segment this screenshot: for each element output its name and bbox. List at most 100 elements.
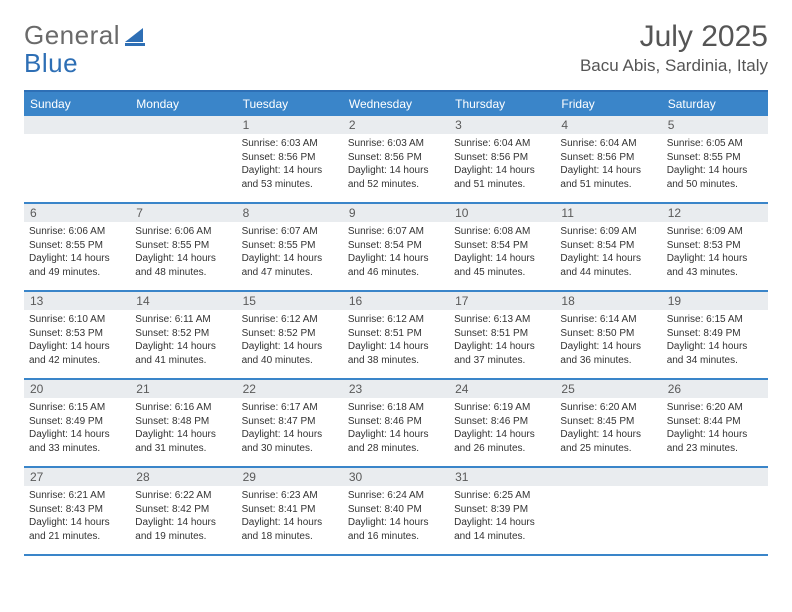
day-number: 3	[449, 116, 555, 134]
sunset-text: Sunset: 8:51 PM	[348, 327, 444, 341]
day-body: Sunrise: 6:23 AMSunset: 8:41 PMDaylight:…	[237, 486, 343, 548]
day-cell: 31Sunrise: 6:25 AMSunset: 8:39 PMDayligh…	[449, 468, 555, 554]
sunrise-text: Sunrise: 6:04 AM	[454, 137, 550, 151]
day-body: Sunrise: 6:25 AMSunset: 8:39 PMDaylight:…	[449, 486, 555, 548]
week-row: 27Sunrise: 6:21 AMSunset: 8:43 PMDayligh…	[24, 468, 768, 556]
sunset-text: Sunset: 8:52 PM	[135, 327, 231, 341]
daylight-text: Daylight: 14 hours and 51 minutes.	[454, 164, 550, 191]
day-cell: 14Sunrise: 6:11 AMSunset: 8:52 PMDayligh…	[130, 292, 236, 378]
day-cell: 26Sunrise: 6:20 AMSunset: 8:44 PMDayligh…	[662, 380, 768, 466]
day-number: 27	[24, 468, 130, 486]
day-body: Sunrise: 6:15 AMSunset: 8:49 PMDaylight:…	[24, 398, 130, 460]
sunset-text: Sunset: 8:55 PM	[667, 151, 763, 165]
day-number: 23	[343, 380, 449, 398]
sunrise-text: Sunrise: 6:11 AM	[135, 313, 231, 327]
dow-header: Sunday Monday Tuesday Wednesday Thursday…	[24, 92, 768, 116]
sunrise-text: Sunrise: 6:10 AM	[29, 313, 125, 327]
daylight-text: Daylight: 14 hours and 31 minutes.	[135, 428, 231, 455]
day-number: 24	[449, 380, 555, 398]
daylight-text: Daylight: 14 hours and 19 minutes.	[135, 516, 231, 543]
header: General July 2025 Bacu Abis, Sardinia, I…	[24, 20, 768, 76]
daylight-text: Daylight: 14 hours and 52 minutes.	[348, 164, 444, 191]
day-number: 4	[555, 116, 661, 134]
day-cell: 25Sunrise: 6:20 AMSunset: 8:45 PMDayligh…	[555, 380, 661, 466]
calendar-page: General July 2025 Bacu Abis, Sardinia, I…	[0, 0, 792, 612]
day-body: Sunrise: 6:18 AMSunset: 8:46 PMDaylight:…	[343, 398, 449, 460]
day-number: 22	[237, 380, 343, 398]
day-number: 31	[449, 468, 555, 486]
sunset-text: Sunset: 8:54 PM	[348, 239, 444, 253]
week-row: ..1Sunrise: 6:03 AMSunset: 8:56 PMDaylig…	[24, 116, 768, 204]
day-body: Sunrise: 6:20 AMSunset: 8:45 PMDaylight:…	[555, 398, 661, 460]
daylight-text: Daylight: 14 hours and 43 minutes.	[667, 252, 763, 279]
day-body: Sunrise: 6:06 AMSunset: 8:55 PMDaylight:…	[24, 222, 130, 284]
day-number: 25	[555, 380, 661, 398]
day-cell: 19Sunrise: 6:15 AMSunset: 8:49 PMDayligh…	[662, 292, 768, 378]
day-cell: 9Sunrise: 6:07 AMSunset: 8:54 PMDaylight…	[343, 204, 449, 290]
daylight-text: Daylight: 14 hours and 46 minutes.	[348, 252, 444, 279]
day-number: .	[24, 116, 130, 134]
sunrise-text: Sunrise: 6:15 AM	[667, 313, 763, 327]
day-body: Sunrise: 6:04 AMSunset: 8:56 PMDaylight:…	[449, 134, 555, 196]
day-number: 7	[130, 204, 236, 222]
day-number: 9	[343, 204, 449, 222]
day-cell: 28Sunrise: 6:22 AMSunset: 8:42 PMDayligh…	[130, 468, 236, 554]
sunrise-text: Sunrise: 6:17 AM	[242, 401, 338, 415]
sunrise-text: Sunrise: 6:04 AM	[560, 137, 656, 151]
day-cell: .	[130, 116, 236, 202]
daylight-text: Daylight: 14 hours and 33 minutes.	[29, 428, 125, 455]
day-cell: 24Sunrise: 6:19 AMSunset: 8:46 PMDayligh…	[449, 380, 555, 466]
daylight-text: Daylight: 14 hours and 51 minutes.	[560, 164, 656, 191]
day-number: 12	[662, 204, 768, 222]
day-number: .	[130, 116, 236, 134]
day-cell: 11Sunrise: 6:09 AMSunset: 8:54 PMDayligh…	[555, 204, 661, 290]
daylight-text: Daylight: 14 hours and 30 minutes.	[242, 428, 338, 455]
daylight-text: Daylight: 14 hours and 21 minutes.	[29, 516, 125, 543]
sunset-text: Sunset: 8:43 PM	[29, 503, 125, 517]
dow-wednesday: Wednesday	[343, 92, 449, 116]
sunrise-text: Sunrise: 6:14 AM	[560, 313, 656, 327]
day-cell: 29Sunrise: 6:23 AMSunset: 8:41 PMDayligh…	[237, 468, 343, 554]
sunset-text: Sunset: 8:52 PM	[242, 327, 338, 341]
day-body: Sunrise: 6:04 AMSunset: 8:56 PMDaylight:…	[555, 134, 661, 196]
day-body: Sunrise: 6:14 AMSunset: 8:50 PMDaylight:…	[555, 310, 661, 372]
sunset-text: Sunset: 8:56 PM	[242, 151, 338, 165]
dow-saturday: Saturday	[662, 92, 768, 116]
day-number: 13	[24, 292, 130, 310]
sunset-text: Sunset: 8:42 PM	[135, 503, 231, 517]
calendar-body: ..1Sunrise: 6:03 AMSunset: 8:56 PMDaylig…	[24, 116, 768, 556]
day-number: 6	[24, 204, 130, 222]
day-number: 26	[662, 380, 768, 398]
day-cell: 17Sunrise: 6:13 AMSunset: 8:51 PMDayligh…	[449, 292, 555, 378]
day-body: Sunrise: 6:21 AMSunset: 8:43 PMDaylight:…	[24, 486, 130, 548]
daylight-text: Daylight: 14 hours and 34 minutes.	[667, 340, 763, 367]
daylight-text: Daylight: 14 hours and 23 minutes.	[667, 428, 763, 455]
day-cell: 7Sunrise: 6:06 AMSunset: 8:55 PMDaylight…	[130, 204, 236, 290]
day-cell: 8Sunrise: 6:07 AMSunset: 8:55 PMDaylight…	[237, 204, 343, 290]
sunrise-text: Sunrise: 6:07 AM	[242, 225, 338, 239]
dow-friday: Friday	[555, 92, 661, 116]
day-cell: 20Sunrise: 6:15 AMSunset: 8:49 PMDayligh…	[24, 380, 130, 466]
day-body: Sunrise: 6:03 AMSunset: 8:56 PMDaylight:…	[237, 134, 343, 196]
day-body: Sunrise: 6:12 AMSunset: 8:52 PMDaylight:…	[237, 310, 343, 372]
day-body: Sunrise: 6:15 AMSunset: 8:49 PMDaylight:…	[662, 310, 768, 372]
day-cell: 21Sunrise: 6:16 AMSunset: 8:48 PMDayligh…	[130, 380, 236, 466]
sunrise-text: Sunrise: 6:20 AM	[560, 401, 656, 415]
day-cell: 18Sunrise: 6:14 AMSunset: 8:50 PMDayligh…	[555, 292, 661, 378]
sunset-text: Sunset: 8:51 PM	[454, 327, 550, 341]
sunrise-text: Sunrise: 6:25 AM	[454, 489, 550, 503]
sunrise-text: Sunrise: 6:20 AM	[667, 401, 763, 415]
sunset-text: Sunset: 8:53 PM	[667, 239, 763, 253]
daylight-text: Daylight: 14 hours and 37 minutes.	[454, 340, 550, 367]
sunrise-text: Sunrise: 6:23 AM	[242, 489, 338, 503]
day-number: 19	[662, 292, 768, 310]
sunset-text: Sunset: 8:56 PM	[454, 151, 550, 165]
day-body: Sunrise: 6:11 AMSunset: 8:52 PMDaylight:…	[130, 310, 236, 372]
daylight-text: Daylight: 14 hours and 25 minutes.	[560, 428, 656, 455]
dow-thursday: Thursday	[449, 92, 555, 116]
daylight-text: Daylight: 14 hours and 16 minutes.	[348, 516, 444, 543]
day-cell: 4Sunrise: 6:04 AMSunset: 8:56 PMDaylight…	[555, 116, 661, 202]
day-number: 20	[24, 380, 130, 398]
day-body: Sunrise: 6:09 AMSunset: 8:53 PMDaylight:…	[662, 222, 768, 284]
logo: General	[24, 20, 147, 51]
